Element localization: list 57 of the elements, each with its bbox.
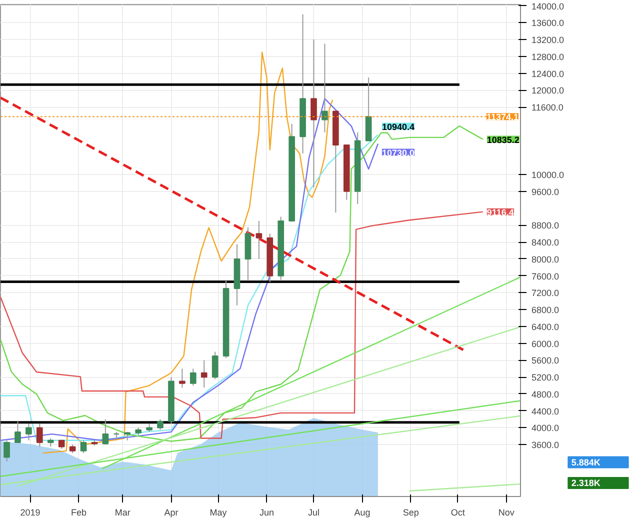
y-tick-label: 6400.0	[532, 322, 560, 332]
ref-line-label: 11374.1	[486, 112, 519, 122]
y-tick-label: 13200.0	[532, 35, 564, 46]
y-tick-label: 14000.0	[532, 1, 564, 12]
y2-tick-label: 2.318K	[571, 478, 601, 488]
data-label: 10835.2	[486, 134, 520, 145]
y2-tick-label: 5.884K	[571, 457, 601, 468]
x-tick-label: Mar	[114, 508, 130, 518]
y-tick-label: 5600.0	[532, 356, 560, 366]
y-tick-label: 8000.0	[532, 254, 560, 264]
y-tick-label: 6800.0	[532, 305, 560, 316]
candlestick	[102, 418, 109, 446]
candlestick	[36, 423, 43, 448]
x-tick-label: Feb	[71, 508, 87, 518]
candlestick	[322, 43, 328, 133]
x-tick-label: Apr	[164, 508, 178, 518]
candlestick	[14, 420, 21, 443]
candlestick	[200, 360, 208, 388]
candlestick	[310, 39, 317, 188]
candlestick	[190, 368, 196, 386]
y-tick-label: 4800.0	[532, 389, 560, 400]
y-tick-label: 12800.0	[532, 52, 564, 62]
y-tick-label: 6000.0	[532, 338, 560, 349]
line-series	[0, 211, 484, 439]
candlestick	[4, 440, 10, 462]
x-tick-label: May	[210, 508, 228, 518]
y-tick-label: 8800.0	[532, 220, 560, 231]
x-tick-label: 2019	[20, 508, 40, 518]
candlestick	[256, 220, 262, 260]
y-tick-label: 13600.0	[532, 18, 564, 28]
x-tick-label: Sep	[402, 508, 419, 518]
line-series	[42, 52, 334, 454]
x-tick-label: Aug	[354, 508, 370, 518]
y-tick-label: 10000.0	[532, 170, 564, 180]
y-tick-label: 5200.0	[532, 372, 560, 383]
candlestick	[80, 440, 87, 454]
y-tick-label: 12000.0	[532, 86, 564, 96]
y-tick-label: 7600.0	[532, 271, 560, 282]
x-tick-label: Nov	[498, 508, 515, 518]
data-label: 10730.0	[382, 148, 415, 158]
y-tick-label: 8400.0	[532, 238, 560, 248]
y-tick-label: 9600.0	[532, 186, 560, 197]
x-tick-label: Oct	[450, 508, 466, 518]
x-tick-label: Jul	[308, 508, 320, 518]
candlestick	[157, 418, 164, 430]
candlestick	[26, 423, 32, 441]
y-tick-label: 3600.0	[532, 440, 560, 450]
y-tick-label: 12400.0	[532, 68, 564, 79]
y-tick-label: 4400.0	[532, 406, 560, 416]
y-tick-label: 4000.0	[532, 423, 560, 434]
x-tick-label: Jun	[260, 508, 274, 518]
candlestick	[179, 368, 186, 388]
data-label: 10940.4	[382, 122, 415, 132]
y-tick-label: 7200.0	[532, 288, 560, 298]
y-tick-label: 11600.0	[532, 102, 564, 113]
candlestick	[212, 351, 218, 380]
data-label: 9116.4	[486, 207, 514, 218]
